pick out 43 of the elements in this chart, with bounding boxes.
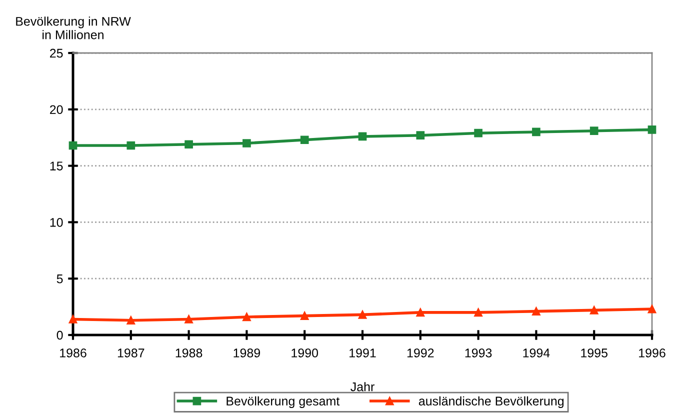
point: [416, 308, 425, 317]
point: [590, 306, 598, 314]
point: [474, 128, 482, 138]
point: [242, 312, 251, 322]
point: [648, 304, 656, 314]
y-tick-label: 10: [50, 218, 63, 227]
x-tick-label: 1990: [292, 348, 318, 358]
x-tick-label: 1995: [581, 348, 608, 358]
x-tick-label: 1986: [60, 348, 86, 358]
point: [300, 312, 309, 320]
y-tick-label: 15: [50, 162, 63, 170]
y-tick-label: 25: [50, 48, 63, 58]
point: [590, 126, 598, 135]
point: [126, 141, 136, 150]
point: [242, 139, 251, 148]
point: [358, 310, 367, 319]
x-tick-label: 1987: [118, 348, 144, 358]
x-tick-label: 1992: [407, 348, 434, 358]
legend-label: ausländische Bevölkerung: [418, 396, 564, 408]
x-tick-label: 1993: [465, 348, 492, 358]
y-tick-label: 20: [50, 105, 63, 114]
point: [184, 140, 193, 149]
x-tick-label: 1994: [523, 348, 550, 358]
point: [184, 315, 193, 324]
point: [358, 132, 367, 141]
point: [68, 141, 78, 150]
legend-label: Bevölkerung gesamt: [226, 396, 340, 408]
y-axis-title: Bevölkerung in NRW in Millionen: [16, 16, 131, 40]
y-tick-label: 0: [56, 330, 63, 340]
point: [300, 136, 309, 144]
x-tick-label: 1996: [639, 348, 666, 358]
point: [532, 128, 540, 136]
point: [126, 316, 136, 325]
point: [474, 308, 482, 317]
y-tick-label: 5: [56, 274, 63, 284]
point: [532, 307, 540, 316]
x-axis-title: Jahr: [350, 382, 374, 392]
x-tick-label: 1991: [350, 348, 376, 358]
point: [68, 315, 78, 324]
point: [648, 126, 656, 134]
x-tick-label: 1989: [234, 348, 260, 358]
x-tick-label: 1988: [176, 348, 202, 358]
point: [416, 131, 425, 140]
